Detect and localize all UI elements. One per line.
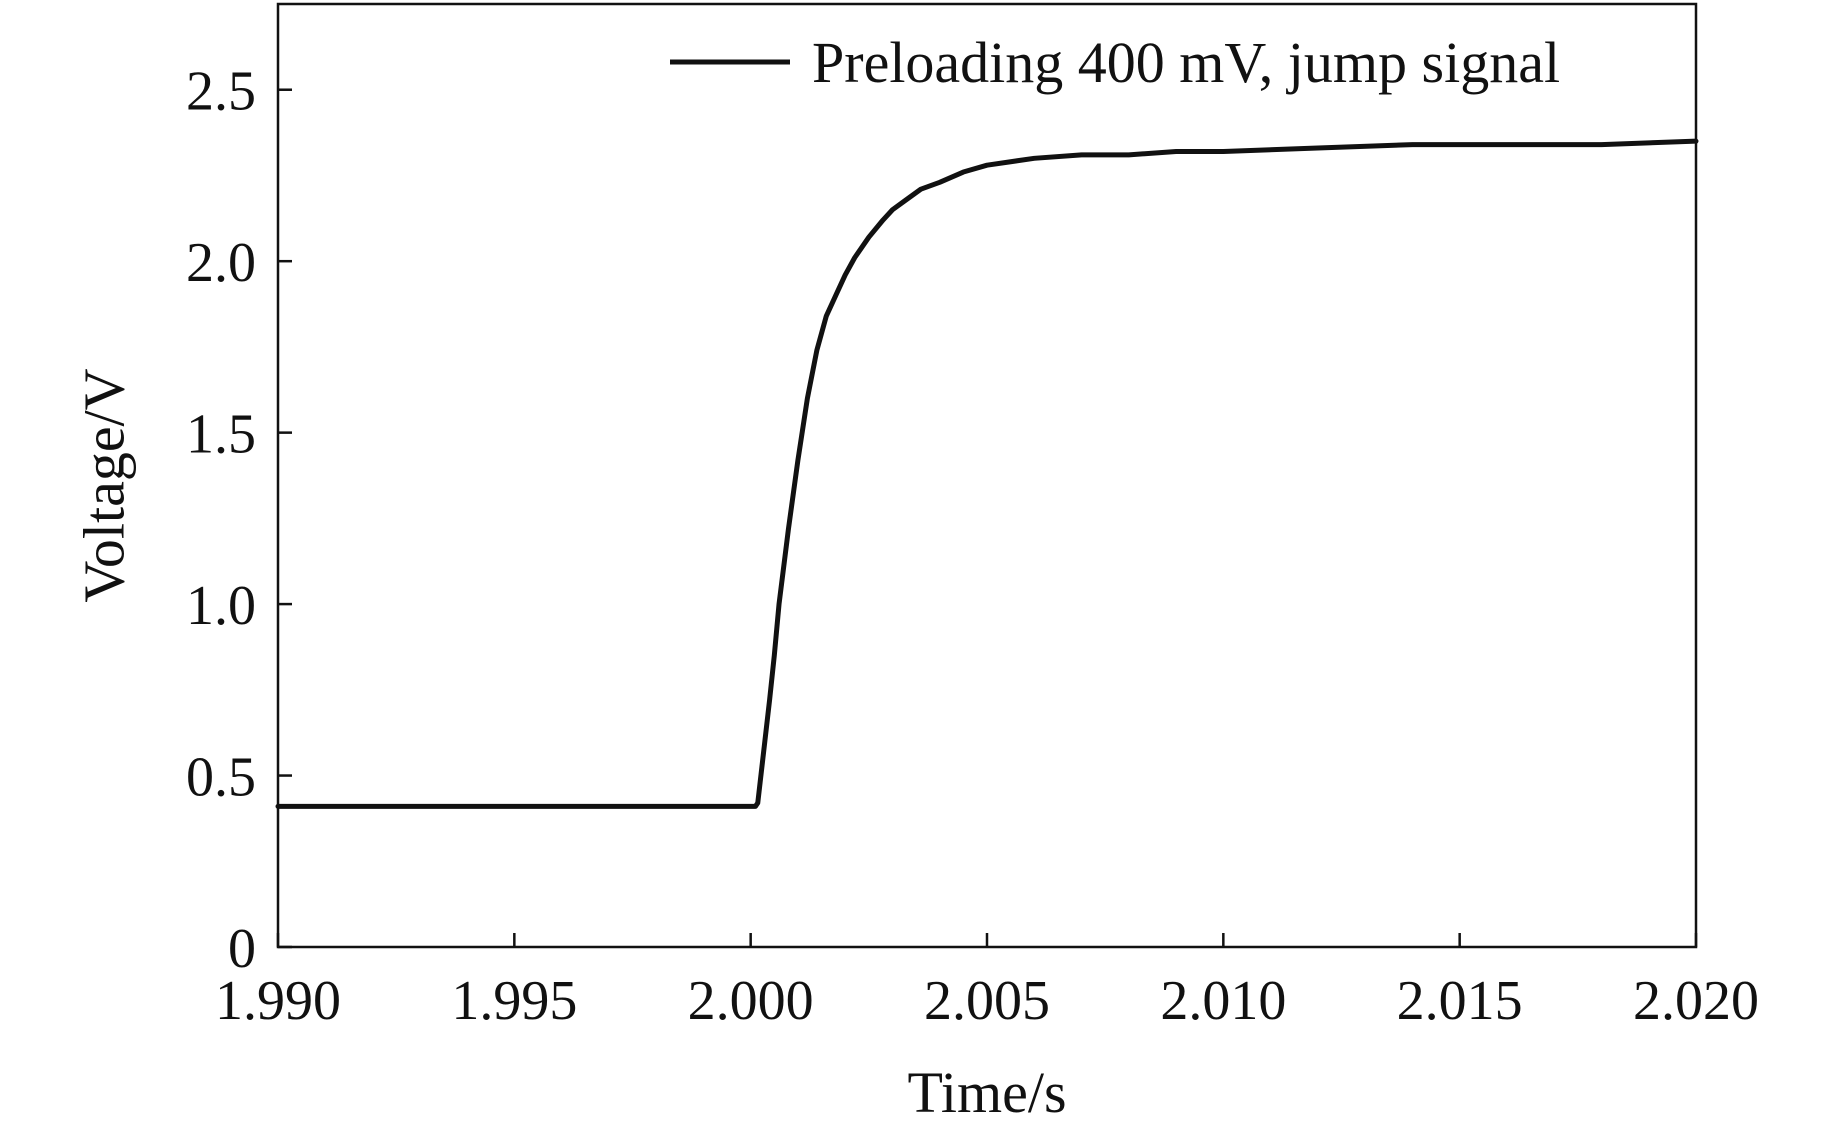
x-tick-label: 2.020	[1633, 970, 1759, 1032]
y-tick-label: 2.5	[186, 61, 256, 123]
series-group	[275, 138, 1699, 809]
legend-label: Preloading 400 mV, jump signal	[812, 30, 1560, 95]
series-line	[275, 138, 1699, 809]
x-axis-label: Time/s	[907, 1060, 1066, 1125]
x-tick-label: 2.015	[1397, 970, 1523, 1032]
y-axis-label: Voltage/V	[71, 368, 136, 602]
x-tick-label: 2.000	[688, 970, 814, 1032]
tick-labels-group: 1.990 1.995 2.000 2.005 2.010 2.015 2.020 0 0.5 1…	[186, 61, 1759, 1032]
x-tick-label: 1.990	[215, 970, 341, 1032]
x-tick-label: 2.005	[924, 970, 1050, 1032]
legend: Preloading 400 mV, jump signal	[670, 30, 1560, 95]
y-tick-label: 2.0	[186, 232, 256, 294]
ticks-group	[276, 88, 1698, 949]
y-tick-label: 1.0	[186, 575, 256, 637]
x-tick-label: 1.995	[451, 970, 577, 1032]
y-tick-label: 1.5	[186, 404, 256, 466]
y-tick-label: 0	[228, 918, 256, 980]
y-tick-label: 0.5	[186, 747, 256, 809]
x-tick-label: 2.010	[1160, 970, 1286, 1032]
